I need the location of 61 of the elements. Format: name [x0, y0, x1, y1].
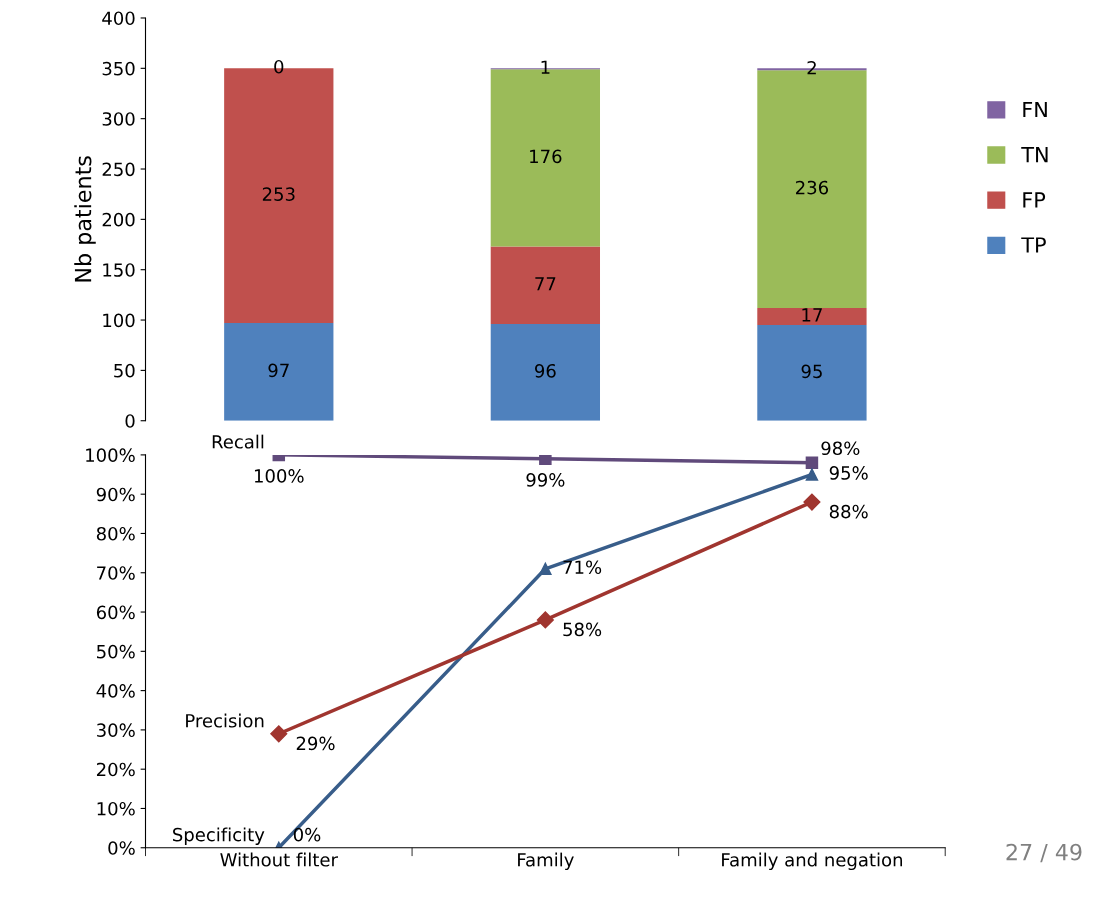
data-label: 96 — [535, 363, 556, 378]
point — [539, 562, 552, 576]
series-label: Recall — [212, 434, 264, 449]
data-label: 71% — [563, 560, 602, 575]
y-tick-label: 70% — [97, 566, 135, 580]
data-label: 88% — [829, 504, 868, 519]
y-tick-label: 60% — [96, 605, 135, 620]
data-label: 58% — [563, 622, 602, 637]
legend-label: TN — [1021, 147, 1048, 163]
point — [803, 493, 821, 511]
y-tick-label: 350 — [102, 61, 135, 76]
y-tick-label: 150 — [103, 263, 135, 277]
y-tick-label: 400 — [102, 11, 135, 26]
data-label: 100% — [254, 469, 304, 483]
bar — [490, 324, 601, 421]
series-label: Precision — [186, 713, 264, 728]
x-tick-label: Without filter — [220, 852, 338, 867]
x-tick-label: Family and negation — [722, 852, 903, 871]
data-label: 236 — [796, 180, 829, 195]
point — [805, 456, 819, 470]
point — [805, 468, 819, 481]
data-label: 0% — [293, 827, 321, 842]
y-tick-label: 50% — [97, 644, 135, 659]
bar — [490, 246, 601, 325]
point — [536, 611, 554, 629]
y-tick-label: 250 — [102, 162, 135, 177]
legend-label: TP — [1021, 237, 1046, 253]
y-tick-label: 50 — [114, 363, 135, 378]
x-tick-label: Family — [518, 852, 574, 871]
series-label: Specificity — [173, 827, 265, 845]
y-tick-label: 100 — [103, 313, 135, 328]
legend-label: FN — [1023, 101, 1047, 118]
y-tick-label: 10% — [97, 801, 135, 816]
bar — [757, 307, 867, 326]
data-label: 176 — [530, 149, 562, 164]
legend-label: FP — [1023, 192, 1046, 208]
y-tick-label: 90% — [96, 487, 135, 502]
y-tick-label: 0% — [108, 841, 135, 855]
bar — [224, 323, 334, 421]
data-label: 253 — [262, 187, 295, 201]
y-tick-label: 20% — [96, 762, 135, 777]
y-tick-label: 40% — [96, 684, 135, 698]
data-label: 97 — [268, 363, 289, 378]
y-tick-label: 100% — [86, 448, 135, 463]
y-tick-label: 200 — [102, 212, 135, 227]
y-tick-label: 0 — [125, 414, 135, 428]
y-tick-label: 30% — [97, 723, 135, 738]
point — [270, 725, 288, 743]
bar — [757, 325, 867, 421]
data-label: 17 — [802, 308, 822, 322]
y-tick-label: 300 — [102, 112, 135, 126]
data-label: 95 — [801, 364, 822, 379]
data-label: 99% — [526, 473, 565, 487]
data-label: 98% — [821, 441, 860, 456]
text: 27 / 49 — [1006, 843, 1082, 863]
point — [539, 454, 552, 466]
data-label: 95% — [829, 466, 868, 480]
y-tick-label: 80% — [96, 526, 135, 541]
data-label: 77 — [535, 277, 556, 291]
data-label: 29% — [296, 736, 335, 751]
y-axis-title: Nb patients — [74, 156, 96, 282]
